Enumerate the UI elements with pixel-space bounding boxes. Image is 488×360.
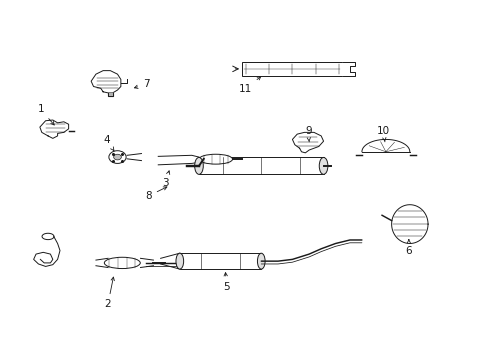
Polygon shape xyxy=(342,62,354,76)
Text: 4: 4 xyxy=(103,135,114,150)
Text: 6: 6 xyxy=(405,240,411,256)
Ellipse shape xyxy=(194,157,203,174)
Bar xyxy=(242,62,342,76)
Text: 2: 2 xyxy=(104,277,114,309)
Polygon shape xyxy=(140,258,153,267)
Text: 11: 11 xyxy=(238,77,260,94)
Ellipse shape xyxy=(319,157,327,174)
Polygon shape xyxy=(361,139,409,152)
Text: 10: 10 xyxy=(376,126,389,142)
Circle shape xyxy=(109,151,126,163)
Polygon shape xyxy=(96,258,108,267)
Polygon shape xyxy=(91,71,121,93)
Polygon shape xyxy=(40,120,68,138)
Text: 5: 5 xyxy=(223,273,229,292)
Bar xyxy=(180,253,261,269)
Polygon shape xyxy=(160,253,180,269)
Polygon shape xyxy=(108,93,112,96)
Polygon shape xyxy=(158,155,199,165)
Circle shape xyxy=(113,154,121,160)
Polygon shape xyxy=(391,205,427,243)
Text: 7: 7 xyxy=(134,79,149,89)
Polygon shape xyxy=(292,132,323,153)
Ellipse shape xyxy=(176,253,183,269)
Polygon shape xyxy=(127,154,141,161)
Ellipse shape xyxy=(42,233,54,240)
Text: 3: 3 xyxy=(162,171,169,188)
Text: 8: 8 xyxy=(145,187,166,201)
Ellipse shape xyxy=(199,154,232,164)
Ellipse shape xyxy=(104,257,140,269)
Text: 1: 1 xyxy=(38,104,54,125)
Ellipse shape xyxy=(257,253,264,269)
Text: 9: 9 xyxy=(305,126,311,142)
Bar xyxy=(199,157,323,174)
